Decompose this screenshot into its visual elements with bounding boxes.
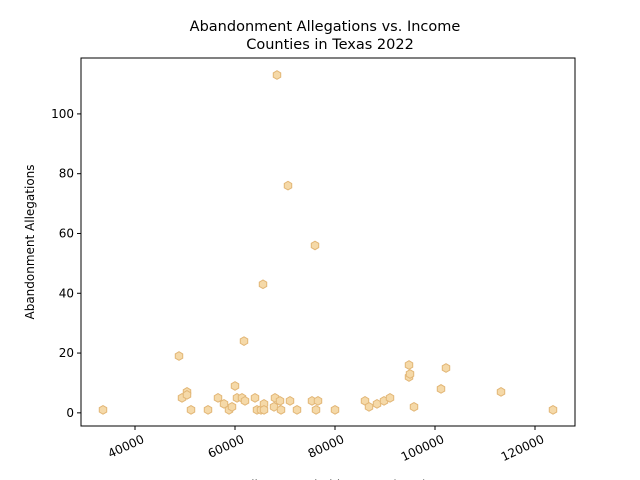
point [203,404,213,415]
y-tick-label: 60 [59,226,74,240]
point [240,396,250,406]
point [310,240,320,251]
x-tick-label: 40000 [106,432,147,461]
point [213,393,223,403]
point [186,404,196,415]
point [98,404,108,415]
point [250,393,260,403]
point [496,387,506,397]
x-axis-label: Median Household Income (USD) [229,478,427,480]
point [174,351,184,361]
point [436,384,446,394]
chart-title: Abandonment Allegations vs. Income [190,19,461,35]
point [259,404,269,415]
y-axis-label: Abandonment Allegations [23,164,37,319]
point [330,404,340,415]
plot-frame [80,57,576,427]
point [230,381,240,391]
point [182,390,192,400]
point [364,401,374,412]
y-tick-label: 20 [59,346,74,360]
y-tick-label: 40 [59,286,74,300]
point [313,396,323,406]
point [276,404,286,415]
point [385,393,395,403]
point [441,363,451,373]
point [409,401,419,412]
point [372,399,382,409]
y-tick-label: 100 [51,107,74,121]
point [405,369,415,379]
point [283,180,293,191]
point [227,401,237,412]
chart-subtitle: Counties in Texas 2022 [246,37,414,53]
point [258,279,268,290]
point [275,396,285,406]
point [272,70,282,80]
x-tick-label: 60000 [206,432,247,461]
point [404,360,414,370]
y-tick-label: 80 [59,167,74,181]
point [311,404,321,415]
x-tick-label: 80000 [306,432,347,461]
point [548,404,558,415]
point [292,404,302,415]
point [239,336,249,346]
point [269,401,279,412]
y-tick-label: 0 [66,406,74,420]
point [219,399,229,409]
x-tick-label: 100000 [399,432,446,464]
x-tick-label: 120000 [499,432,546,464]
point [285,396,295,406]
